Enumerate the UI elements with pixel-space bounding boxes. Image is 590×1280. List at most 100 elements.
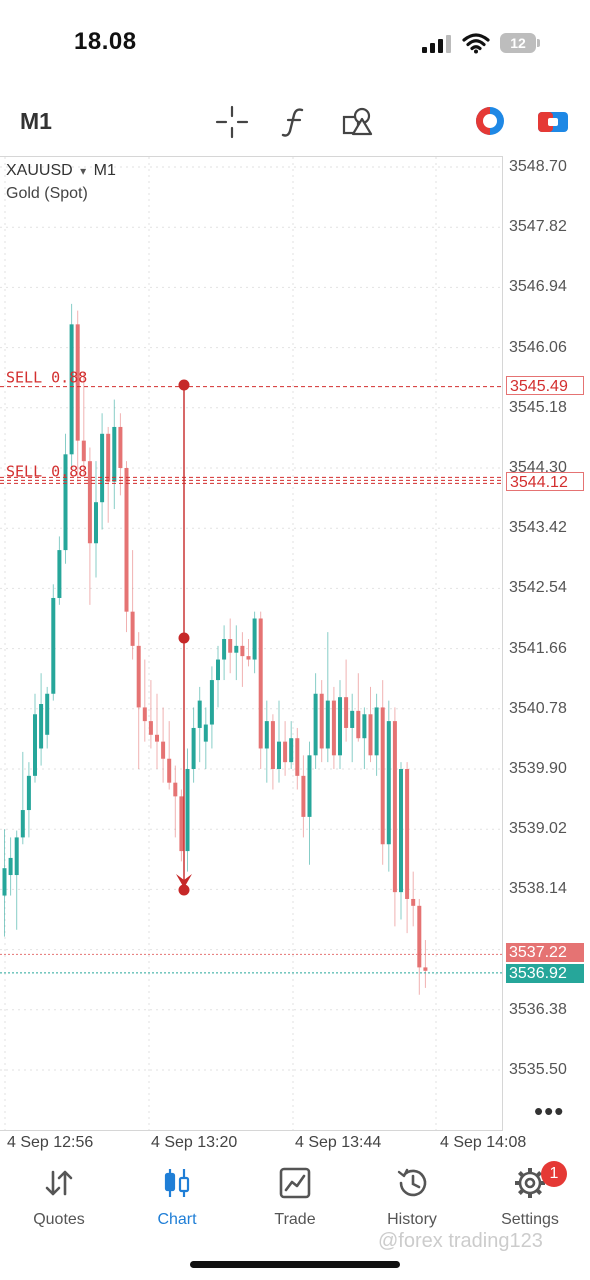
candle-body xyxy=(185,769,190,852)
candle-body xyxy=(69,324,74,455)
candle-body xyxy=(167,758,172,783)
history-clock-icon xyxy=(397,1168,427,1197)
nav-chart-label: Chart xyxy=(157,1211,197,1228)
candle-body xyxy=(222,639,227,660)
candle-body xyxy=(295,738,300,776)
symbol-dropdown-caret[interactable]: ▾ xyxy=(80,164,87,178)
candle-body xyxy=(191,727,196,769)
candle-body xyxy=(411,898,416,906)
candle-body xyxy=(136,645,141,708)
price-axis-label: 3536.38 xyxy=(509,1000,567,1018)
cellular-signal-icon xyxy=(422,35,451,53)
candle-body xyxy=(423,967,428,971)
candle-body xyxy=(380,707,385,845)
candle-body xyxy=(173,782,178,797)
candle-body xyxy=(26,775,31,811)
candle-body xyxy=(33,714,37,776)
candle-body xyxy=(283,741,288,763)
ask-price-tag: 3537.22 xyxy=(506,943,584,962)
trade-chart-icon xyxy=(279,1167,311,1199)
account-switch-icon[interactable] xyxy=(536,105,570,139)
price-axis-label: 3542.54 xyxy=(509,579,567,597)
nav-trade-label: Trade xyxy=(274,1211,316,1228)
battery-nub xyxy=(537,39,540,47)
arrow-handle xyxy=(178,379,190,391)
candle-body xyxy=(209,680,214,725)
candle-body xyxy=(362,714,367,739)
candle-body xyxy=(94,502,98,544)
candle-body xyxy=(161,741,166,759)
candle-body xyxy=(325,700,330,749)
symbol-header[interactable]: XAUUSD ▾ M1 xyxy=(6,162,116,180)
candle-body xyxy=(399,769,403,893)
price-axis-label: 3539.90 xyxy=(509,760,567,777)
nav-trade[interactable]: Trade xyxy=(240,1166,350,1229)
nav-quotes[interactable]: Quotes xyxy=(4,1166,114,1229)
watermark: @forex trading123 xyxy=(378,1230,543,1252)
candle-body xyxy=(100,433,105,503)
price-axis-label: 3544.30 xyxy=(509,459,567,476)
price-axis-label: 3543.42 xyxy=(509,519,567,537)
candle-body xyxy=(155,734,159,742)
nav-quotes-label: Quotes xyxy=(33,1211,85,1228)
order-price-tag: 3545.49 xyxy=(506,376,584,395)
candle-body xyxy=(246,656,251,660)
timeframe-button[interactable]: M1 xyxy=(20,108,52,134)
nav-settings-label: Settings xyxy=(501,1211,559,1228)
status-time: 18.08 xyxy=(74,28,137,55)
nav-history[interactable]: History xyxy=(357,1166,467,1229)
price-axis-label: 3546.94 xyxy=(509,278,567,296)
candle-body xyxy=(374,707,379,756)
candle-body xyxy=(203,724,208,742)
candle-body xyxy=(112,426,117,482)
nav-chart[interactable]: Chart xyxy=(122,1166,232,1229)
arrow-head xyxy=(176,874,192,888)
chart-area[interactable] xyxy=(0,156,503,1131)
chart-timeframe: M1 xyxy=(93,162,116,179)
candle-body xyxy=(264,721,269,749)
candle-body xyxy=(118,426,123,468)
candle-body xyxy=(81,440,86,462)
candle-body xyxy=(197,700,202,728)
candle-body xyxy=(216,659,220,681)
candlestick-icon xyxy=(164,1169,190,1197)
candle-body xyxy=(57,550,62,598)
candle-body xyxy=(350,710,355,728)
symbol-description: Gold (Spot) xyxy=(6,185,88,202)
more-options-button[interactable]: ••• xyxy=(534,1096,565,1126)
arrow-handle xyxy=(178,884,190,896)
quotes-arrows-icon xyxy=(45,1170,73,1196)
candle-body xyxy=(338,697,342,756)
candle-body xyxy=(51,597,56,694)
wifi-icon xyxy=(462,33,490,54)
candle-body xyxy=(344,697,349,728)
price-axis-label: 3545.18 xyxy=(509,398,567,416)
candle-body xyxy=(392,721,397,893)
home-indicator xyxy=(190,1261,400,1268)
objects-shapes-icon[interactable] xyxy=(341,105,375,139)
candle-body xyxy=(234,645,239,653)
candlestick-series: SELL 0.88 SELL 0.88 xyxy=(0,303,503,995)
nav-history-label: History xyxy=(387,1211,437,1228)
settings-badge: 1 xyxy=(541,1161,567,1187)
time-axis-label: 4 Sep 13:44 xyxy=(295,1134,382,1151)
nav-settings[interactable]: Settings xyxy=(475,1166,585,1229)
one-click-trading-icon[interactable] xyxy=(473,104,507,138)
candle-body xyxy=(277,741,281,769)
price-axis-label: 3547.82 xyxy=(509,218,567,236)
candle-body xyxy=(405,769,410,899)
candle-body xyxy=(240,645,245,657)
candle-body xyxy=(386,721,391,845)
time-axis-label: 4 Sep 12:56 xyxy=(7,1134,94,1151)
order-line-label: SELL 0.88 xyxy=(6,462,87,480)
indicators-function-icon[interactable] xyxy=(278,105,312,139)
candle-body xyxy=(301,775,306,817)
candle-body xyxy=(142,707,147,722)
arrow-handle xyxy=(178,632,190,644)
candle-body xyxy=(75,324,80,441)
candle-body xyxy=(270,721,275,769)
candle-body xyxy=(313,693,318,756)
crosshair-icon[interactable] xyxy=(215,105,249,139)
price-axis-label: 3540.78 xyxy=(509,699,567,717)
order-line-label: SELL 0.88 xyxy=(6,369,87,387)
